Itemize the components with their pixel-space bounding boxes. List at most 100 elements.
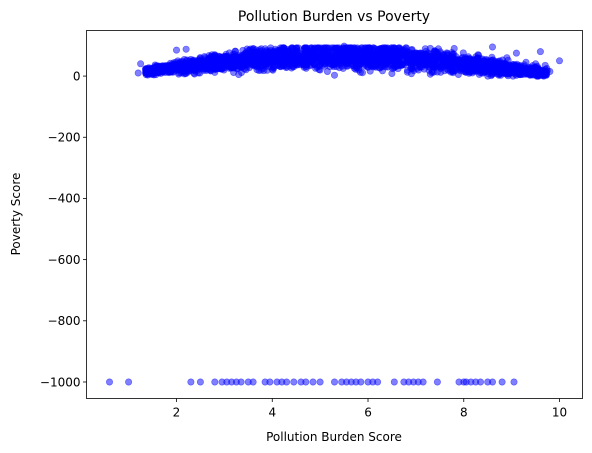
cluster-point — [201, 54, 209, 62]
cluster-point — [498, 69, 506, 77]
x-tick-label: 10 — [552, 406, 567, 420]
cluster-point — [292, 47, 300, 55]
outlier-point — [283, 378, 291, 386]
cluster-point — [402, 58, 410, 66]
cluster-point — [437, 59, 445, 67]
cluster-point — [347, 50, 355, 58]
x-tick-label: 2 — [173, 406, 181, 420]
cluster-point — [426, 70, 434, 78]
outlier-point — [433, 378, 441, 386]
cluster-point — [400, 48, 408, 56]
cluster-point — [220, 58, 228, 66]
outlier-point — [309, 378, 317, 386]
cluster-point — [541, 71, 549, 79]
cluster-point — [391, 57, 399, 65]
cluster-point — [259, 55, 267, 63]
outlier-point — [510, 378, 518, 386]
cluster-point — [316, 54, 324, 62]
cluster-point — [412, 49, 420, 57]
cluster-point — [134, 69, 142, 77]
cluster-point — [555, 57, 563, 65]
cluster-point — [386, 60, 394, 68]
cluster-point — [206, 61, 214, 69]
outlier-point — [125, 378, 133, 386]
cluster-point — [423, 61, 431, 69]
cluster-point — [546, 68, 554, 76]
cluster-point — [173, 46, 181, 54]
cluster-point — [175, 66, 183, 74]
cluster-point — [388, 70, 396, 78]
outlier-point — [290, 378, 298, 386]
cluster-point — [211, 51, 219, 59]
cluster-point — [481, 57, 489, 65]
cluster-point — [388, 46, 396, 54]
outlier-point — [476, 378, 484, 386]
x-tick-label: 6 — [364, 406, 372, 420]
cluster-point — [331, 44, 339, 52]
cluster-point — [190, 66, 198, 74]
cluster-point — [285, 62, 293, 70]
cluster-point — [450, 44, 458, 52]
outlier-point — [316, 378, 324, 386]
cluster-point — [340, 56, 348, 64]
y-tick-label: −1000 — [40, 375, 81, 389]
cluster-point — [477, 66, 485, 74]
cluster-point — [503, 54, 511, 62]
cluster-point — [307, 57, 315, 65]
cluster-point — [488, 53, 496, 61]
cluster-point — [536, 48, 544, 56]
cluster-point — [144, 68, 152, 76]
cluster-point — [199, 61, 207, 69]
cluster-point — [315, 66, 323, 74]
outlier-point — [266, 378, 274, 386]
y-tick-label: −200 — [48, 131, 81, 145]
cluster-point — [474, 51, 482, 59]
outlier-point — [249, 378, 257, 386]
cluster-point — [252, 48, 260, 56]
outlier-point — [330, 378, 338, 386]
cluster-point — [372, 63, 380, 71]
cluster-point — [436, 52, 444, 60]
cluster-point — [163, 64, 171, 72]
cluster-point — [354, 51, 362, 59]
y-axis-label: Poverty Score — [9, 173, 23, 256]
cluster-point — [363, 56, 371, 64]
chart-title: Pollution Burden vs Poverty — [238, 9, 430, 25]
cluster-point — [137, 60, 145, 68]
cluster-point — [326, 60, 334, 68]
cluster-point — [468, 69, 476, 77]
x-axis-label: Pollution Burden Score — [266, 430, 402, 444]
cluster-point — [489, 62, 497, 70]
y-tick-label: −600 — [48, 253, 81, 267]
outlier-point — [187, 378, 195, 386]
cluster-point — [258, 47, 266, 55]
cluster-point — [300, 52, 308, 60]
cluster-point — [213, 61, 221, 69]
outlier-point — [237, 378, 245, 386]
cluster-point — [532, 60, 540, 68]
cluster-point — [172, 58, 180, 66]
cluster-point — [230, 63, 238, 71]
cluster-point — [488, 43, 496, 51]
cluster-point — [378, 45, 386, 53]
cluster-point — [280, 53, 288, 61]
cluster-point — [244, 49, 252, 57]
cluster-point — [192, 60, 200, 68]
cluster-point — [460, 55, 468, 63]
cluster-point — [415, 56, 423, 64]
x-tick-label: 8 — [460, 406, 468, 420]
cluster-point — [445, 63, 453, 71]
cluster-point — [339, 64, 347, 72]
cluster-point — [509, 67, 517, 75]
cluster-point — [302, 44, 310, 52]
outlier-point — [374, 378, 382, 386]
cluster-point — [488, 71, 496, 79]
y-tick-label: 0 — [73, 69, 81, 83]
cluster-point — [364, 44, 372, 52]
outlier-point — [498, 378, 506, 386]
plot-frame — [86, 30, 583, 399]
outlier-point — [106, 378, 114, 386]
outlier-point — [390, 378, 398, 386]
cluster-point — [180, 59, 188, 67]
